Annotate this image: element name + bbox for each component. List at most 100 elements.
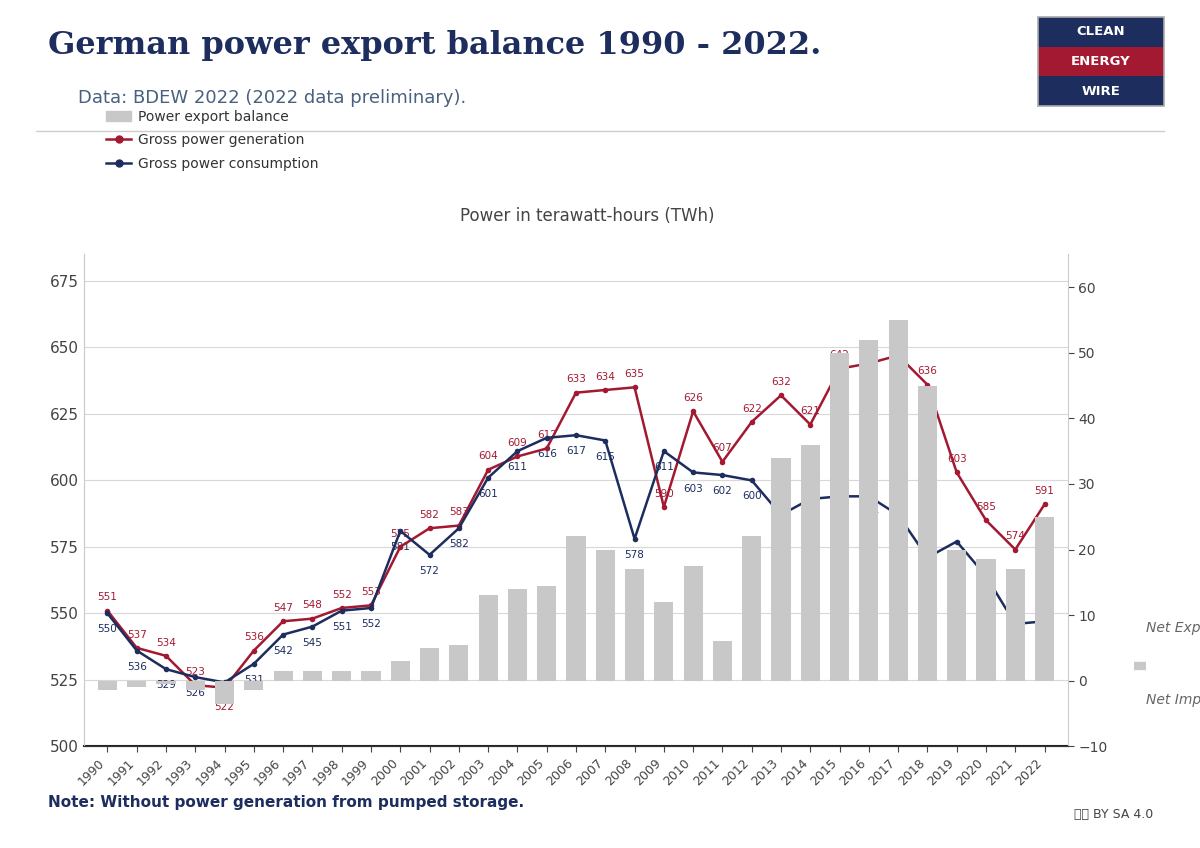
Text: 621: 621: [800, 406, 821, 416]
Text: 551: 551: [97, 592, 118, 602]
Text: ⒸⒸ BY SA 4.0: ⒸⒸ BY SA 4.0: [1074, 808, 1153, 821]
Text: 552: 552: [331, 589, 352, 600]
Text: 572: 572: [420, 566, 439, 576]
Text: 547: 547: [1034, 633, 1055, 643]
Text: 581: 581: [390, 542, 410, 552]
Text: 536: 536: [244, 633, 264, 642]
Bar: [449, 644, 468, 681]
Legend: Power export balance, Gross power generation, Gross power consumption: Power export balance, Gross power genera…: [101, 104, 324, 176]
Text: 587: 587: [888, 526, 908, 536]
Text: 564: 564: [976, 587, 996, 597]
Bar: [889, 320, 907, 681]
Bar: [566, 537, 586, 681]
Bar: [713, 641, 732, 681]
Text: 611: 611: [508, 462, 527, 472]
Bar: [245, 681, 263, 690]
Bar: [772, 458, 791, 681]
Bar: [98, 681, 116, 690]
Bar: [947, 550, 966, 681]
Text: 547: 547: [274, 603, 293, 613]
Text: 594: 594: [829, 507, 850, 517]
Text: 604: 604: [479, 451, 498, 461]
Text: Net Import: Net Import: [1146, 693, 1200, 706]
Text: 523: 523: [185, 667, 205, 677]
Text: 616: 616: [536, 449, 557, 459]
Text: 526: 526: [185, 689, 205, 698]
Text: 615: 615: [595, 452, 616, 461]
Text: 644: 644: [859, 345, 878, 355]
Bar: [918, 386, 937, 681]
Text: 607: 607: [713, 444, 732, 454]
Text: 622: 622: [742, 404, 762, 414]
Bar: [595, 550, 614, 681]
Bar: [508, 589, 527, 681]
Text: 536: 536: [127, 661, 146, 672]
Text: 642: 642: [829, 350, 850, 360]
Text: 545: 545: [302, 638, 323, 648]
Text: 609: 609: [508, 438, 527, 448]
Text: 647: 647: [888, 338, 908, 347]
Bar: [156, 681, 175, 684]
Text: 531: 531: [244, 675, 264, 685]
Text: 594: 594: [859, 507, 878, 517]
Text: 578: 578: [625, 550, 644, 560]
Bar: [127, 681, 146, 687]
Bar: [361, 671, 380, 681]
Bar: [479, 595, 498, 681]
Text: Note: Without power generation from pumped storage.: Note: Without power generation from pump…: [48, 795, 524, 810]
Bar: [859, 340, 878, 681]
Text: 602: 602: [713, 486, 732, 496]
Bar: [1006, 569, 1025, 681]
Text: 524: 524: [215, 694, 234, 704]
Bar: [654, 602, 673, 681]
Text: ENERGY: ENERGY: [1072, 55, 1130, 68]
Bar: [420, 648, 439, 681]
Text: 590: 590: [654, 488, 673, 499]
Bar: [625, 569, 644, 681]
Text: CLEAN: CLEAN: [1076, 25, 1126, 38]
Text: Net Export: Net Export: [1146, 621, 1200, 634]
Text: 571: 571: [918, 569, 937, 578]
Text: 583: 583: [449, 507, 469, 517]
Text: 611: 611: [654, 462, 673, 472]
Text: 582: 582: [449, 539, 469, 550]
Text: 612: 612: [536, 430, 557, 440]
Text: 552: 552: [361, 619, 380, 629]
Text: 550: 550: [97, 624, 118, 634]
Text: 601: 601: [479, 488, 498, 499]
Bar: [800, 444, 820, 681]
Bar: [186, 681, 205, 690]
Bar: [215, 681, 234, 704]
Text: 522: 522: [215, 701, 234, 711]
Bar: [274, 671, 293, 681]
Text: 537: 537: [127, 629, 146, 639]
Bar: [977, 560, 996, 681]
Text: 575: 575: [390, 528, 410, 538]
Text: 617: 617: [566, 446, 586, 456]
Bar: [742, 537, 761, 681]
Text: 591: 591: [1034, 486, 1055, 496]
Text: 574: 574: [1006, 531, 1025, 541]
Text: 636: 636: [918, 366, 937, 377]
Text: 582: 582: [420, 510, 439, 520]
Text: 585: 585: [976, 502, 996, 512]
Text: 632: 632: [772, 377, 791, 387]
Bar: [302, 671, 322, 681]
Text: 577: 577: [947, 553, 967, 562]
Bar: [1036, 516, 1054, 681]
Bar: [391, 661, 410, 681]
Text: 548: 548: [302, 600, 323, 611]
Text: 626: 626: [683, 393, 703, 403]
Text: 635: 635: [625, 369, 644, 379]
Text: 551: 551: [331, 622, 352, 632]
Text: 553: 553: [361, 587, 380, 597]
Text: 546: 546: [1006, 635, 1025, 645]
Text: 529: 529: [156, 680, 176, 690]
Text: 542: 542: [274, 645, 293, 656]
Text: Data: BDEW 2022 (2022 data preliminary).: Data: BDEW 2022 (2022 data preliminary).: [78, 89, 467, 107]
Text: WIRE: WIRE: [1081, 85, 1121, 98]
Text: 600: 600: [742, 492, 762, 501]
Bar: [684, 566, 703, 681]
Bar: [830, 353, 850, 681]
Text: German power export balance 1990 - 2022.: German power export balance 1990 - 2022.: [48, 30, 821, 61]
